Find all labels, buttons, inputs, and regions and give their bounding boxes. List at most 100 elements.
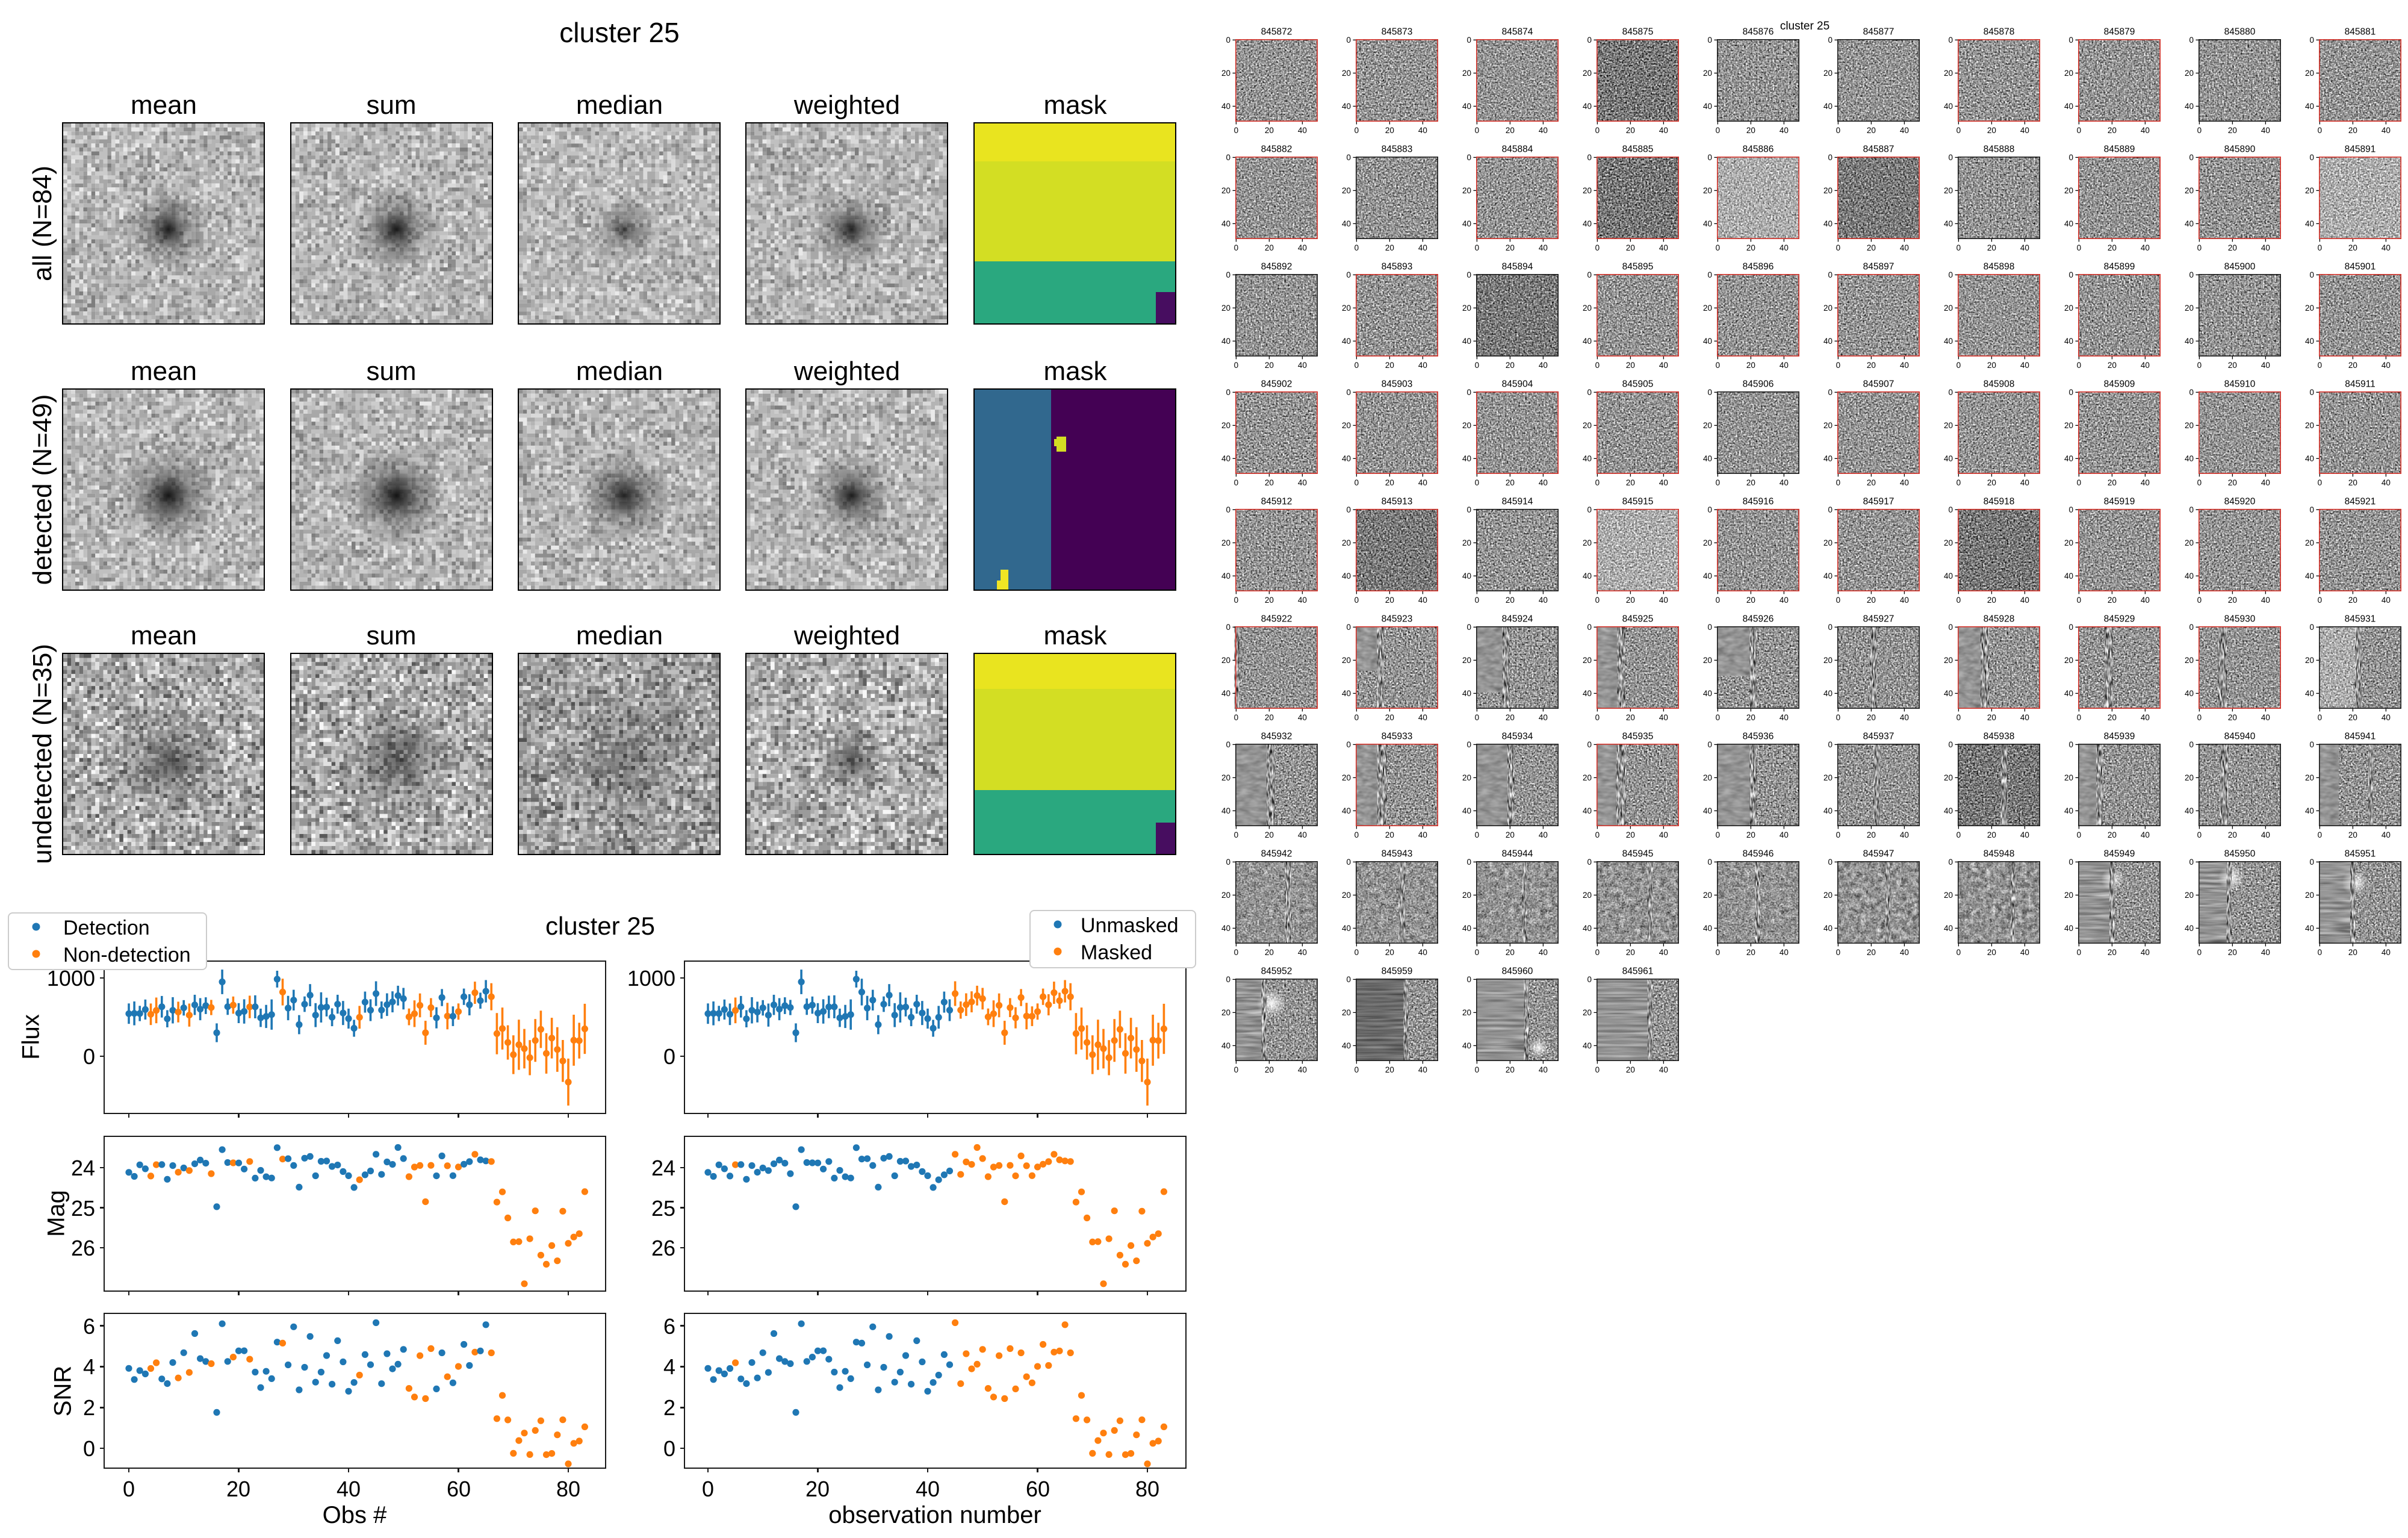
- svg-text:40: 40: [1221, 454, 1230, 463]
- svg-text:845941: 845941: [2345, 732, 2376, 742]
- svg-text:0: 0: [2197, 243, 2202, 252]
- svg-text:20: 20: [2064, 304, 2073, 313]
- svg-text:0: 0: [2189, 505, 2194, 514]
- svg-text:40: 40: [1298, 830, 1307, 839]
- svg-text:0: 0: [1346, 270, 1351, 279]
- svg-text:20: 20: [2108, 243, 2117, 252]
- svg-text:0: 0: [1595, 478, 1600, 487]
- svg-text:845949: 845949: [2104, 849, 2135, 859]
- svg-text:20: 20: [1265, 596, 1274, 605]
- svg-text:0: 0: [1226, 858, 1230, 867]
- svg-text:0: 0: [2309, 270, 2314, 279]
- svg-text:0: 0: [1475, 361, 1480, 370]
- svg-text:0: 0: [1956, 243, 1961, 252]
- svg-text:20: 20: [1221, 891, 1230, 900]
- svg-text:845929: 845929: [2104, 614, 2135, 624]
- svg-text:40: 40: [1780, 361, 1789, 370]
- svg-text:0: 0: [2197, 948, 2202, 957]
- svg-text:20: 20: [1342, 304, 1351, 313]
- svg-text:20: 20: [1867, 361, 1876, 370]
- svg-text:0: 0: [1828, 388, 1832, 397]
- svg-text:845900: 845900: [2224, 262, 2256, 272]
- svg-text:40: 40: [1583, 102, 1592, 111]
- svg-text:40: 40: [1221, 102, 1230, 111]
- svg-text:40: 40: [2305, 219, 2314, 228]
- svg-text:845917: 845917: [1863, 497, 1894, 507]
- svg-text:20: 20: [2305, 304, 2314, 313]
- svg-text:20: 20: [2064, 773, 2073, 782]
- svg-text:0: 0: [1948, 388, 1953, 397]
- svg-text:0: 0: [1475, 126, 1480, 135]
- svg-text:845896: 845896: [1743, 262, 1774, 272]
- svg-text:40: 40: [1703, 337, 1712, 346]
- svg-text:20: 20: [1944, 304, 1953, 313]
- svg-text:20: 20: [2228, 478, 2237, 487]
- svg-text:845888: 845888: [1984, 145, 2015, 155]
- svg-text:845902: 845902: [1261, 379, 1292, 390]
- svg-text:20: 20: [1506, 361, 1515, 370]
- svg-text:0: 0: [2077, 243, 2082, 252]
- svg-text:20: 20: [1703, 538, 1712, 547]
- svg-text:20: 20: [1342, 69, 1351, 78]
- svg-text:40: 40: [2261, 361, 2270, 370]
- svg-text:40: 40: [1823, 454, 1832, 463]
- svg-text:20: 20: [1221, 421, 1230, 430]
- svg-text:845951: 845951: [2345, 849, 2376, 859]
- svg-text:40: 40: [1900, 361, 1909, 370]
- svg-text:40: 40: [1221, 689, 1230, 698]
- svg-text:40: 40: [2261, 948, 2270, 957]
- svg-text:40: 40: [2305, 806, 2314, 815]
- svg-text:0: 0: [1828, 270, 1832, 279]
- svg-text:845926: 845926: [1743, 614, 1774, 624]
- svg-text:40: 40: [2382, 830, 2391, 839]
- svg-text:40: 40: [2261, 243, 2270, 252]
- svg-text:845903: 845903: [1382, 379, 1413, 390]
- svg-text:40: 40: [1823, 219, 1832, 228]
- svg-text:20: 20: [1944, 773, 1953, 782]
- svg-text:20: 20: [1583, 304, 1592, 313]
- svg-text:20: 20: [1867, 126, 1876, 135]
- svg-text:40: 40: [1342, 806, 1351, 815]
- svg-text:0: 0: [1587, 505, 1592, 514]
- svg-text:40: 40: [1221, 219, 1230, 228]
- svg-text:0: 0: [1354, 478, 1359, 487]
- svg-text:40: 40: [1944, 454, 1953, 463]
- svg-text:40: 40: [1583, 219, 1592, 228]
- svg-text:20: 20: [1385, 126, 1394, 135]
- svg-text:20: 20: [1506, 478, 1515, 487]
- svg-text:0: 0: [1956, 478, 1961, 487]
- svg-text:0: 0: [2197, 126, 2202, 135]
- svg-text:0: 0: [1716, 361, 1721, 370]
- svg-text:40: 40: [1418, 596, 1427, 605]
- svg-text:0: 0: [2189, 270, 2194, 279]
- svg-text:0: 0: [2197, 713, 2202, 722]
- svg-text:845886: 845886: [1743, 145, 1774, 155]
- svg-text:20: 20: [2064, 891, 2073, 900]
- svg-text:40: 40: [1823, 102, 1832, 111]
- svg-text:0: 0: [1828, 505, 1832, 514]
- svg-text:0: 0: [1475, 713, 1480, 722]
- svg-text:845908: 845908: [1984, 379, 2015, 390]
- svg-text:20: 20: [1221, 656, 1230, 665]
- svg-text:40: 40: [1900, 948, 1909, 957]
- svg-text:845936: 845936: [1743, 732, 1774, 742]
- svg-text:0: 0: [2077, 478, 2082, 487]
- svg-text:40: 40: [1418, 361, 1427, 370]
- svg-text:20: 20: [2305, 69, 2314, 78]
- svg-text:40: 40: [1780, 243, 1789, 252]
- svg-text:0: 0: [1354, 596, 1359, 605]
- svg-text:0: 0: [1716, 830, 1721, 839]
- svg-text:0: 0: [1595, 1065, 1600, 1074]
- svg-text:0: 0: [1234, 948, 1239, 957]
- svg-text:845914: 845914: [1502, 497, 1533, 507]
- svg-text:40: 40: [2382, 596, 2391, 605]
- svg-text:20: 20: [1506, 1065, 1515, 1074]
- svg-text:40: 40: [1659, 830, 1668, 839]
- svg-text:40: 40: [1342, 689, 1351, 698]
- svg-text:40: 40: [2064, 454, 2073, 463]
- svg-text:40: 40: [1342, 454, 1351, 463]
- svg-text:20: 20: [1583, 891, 1592, 900]
- svg-text:0: 0: [1354, 830, 1359, 839]
- svg-text:0: 0: [1466, 505, 1471, 514]
- svg-text:20: 20: [2348, 478, 2357, 487]
